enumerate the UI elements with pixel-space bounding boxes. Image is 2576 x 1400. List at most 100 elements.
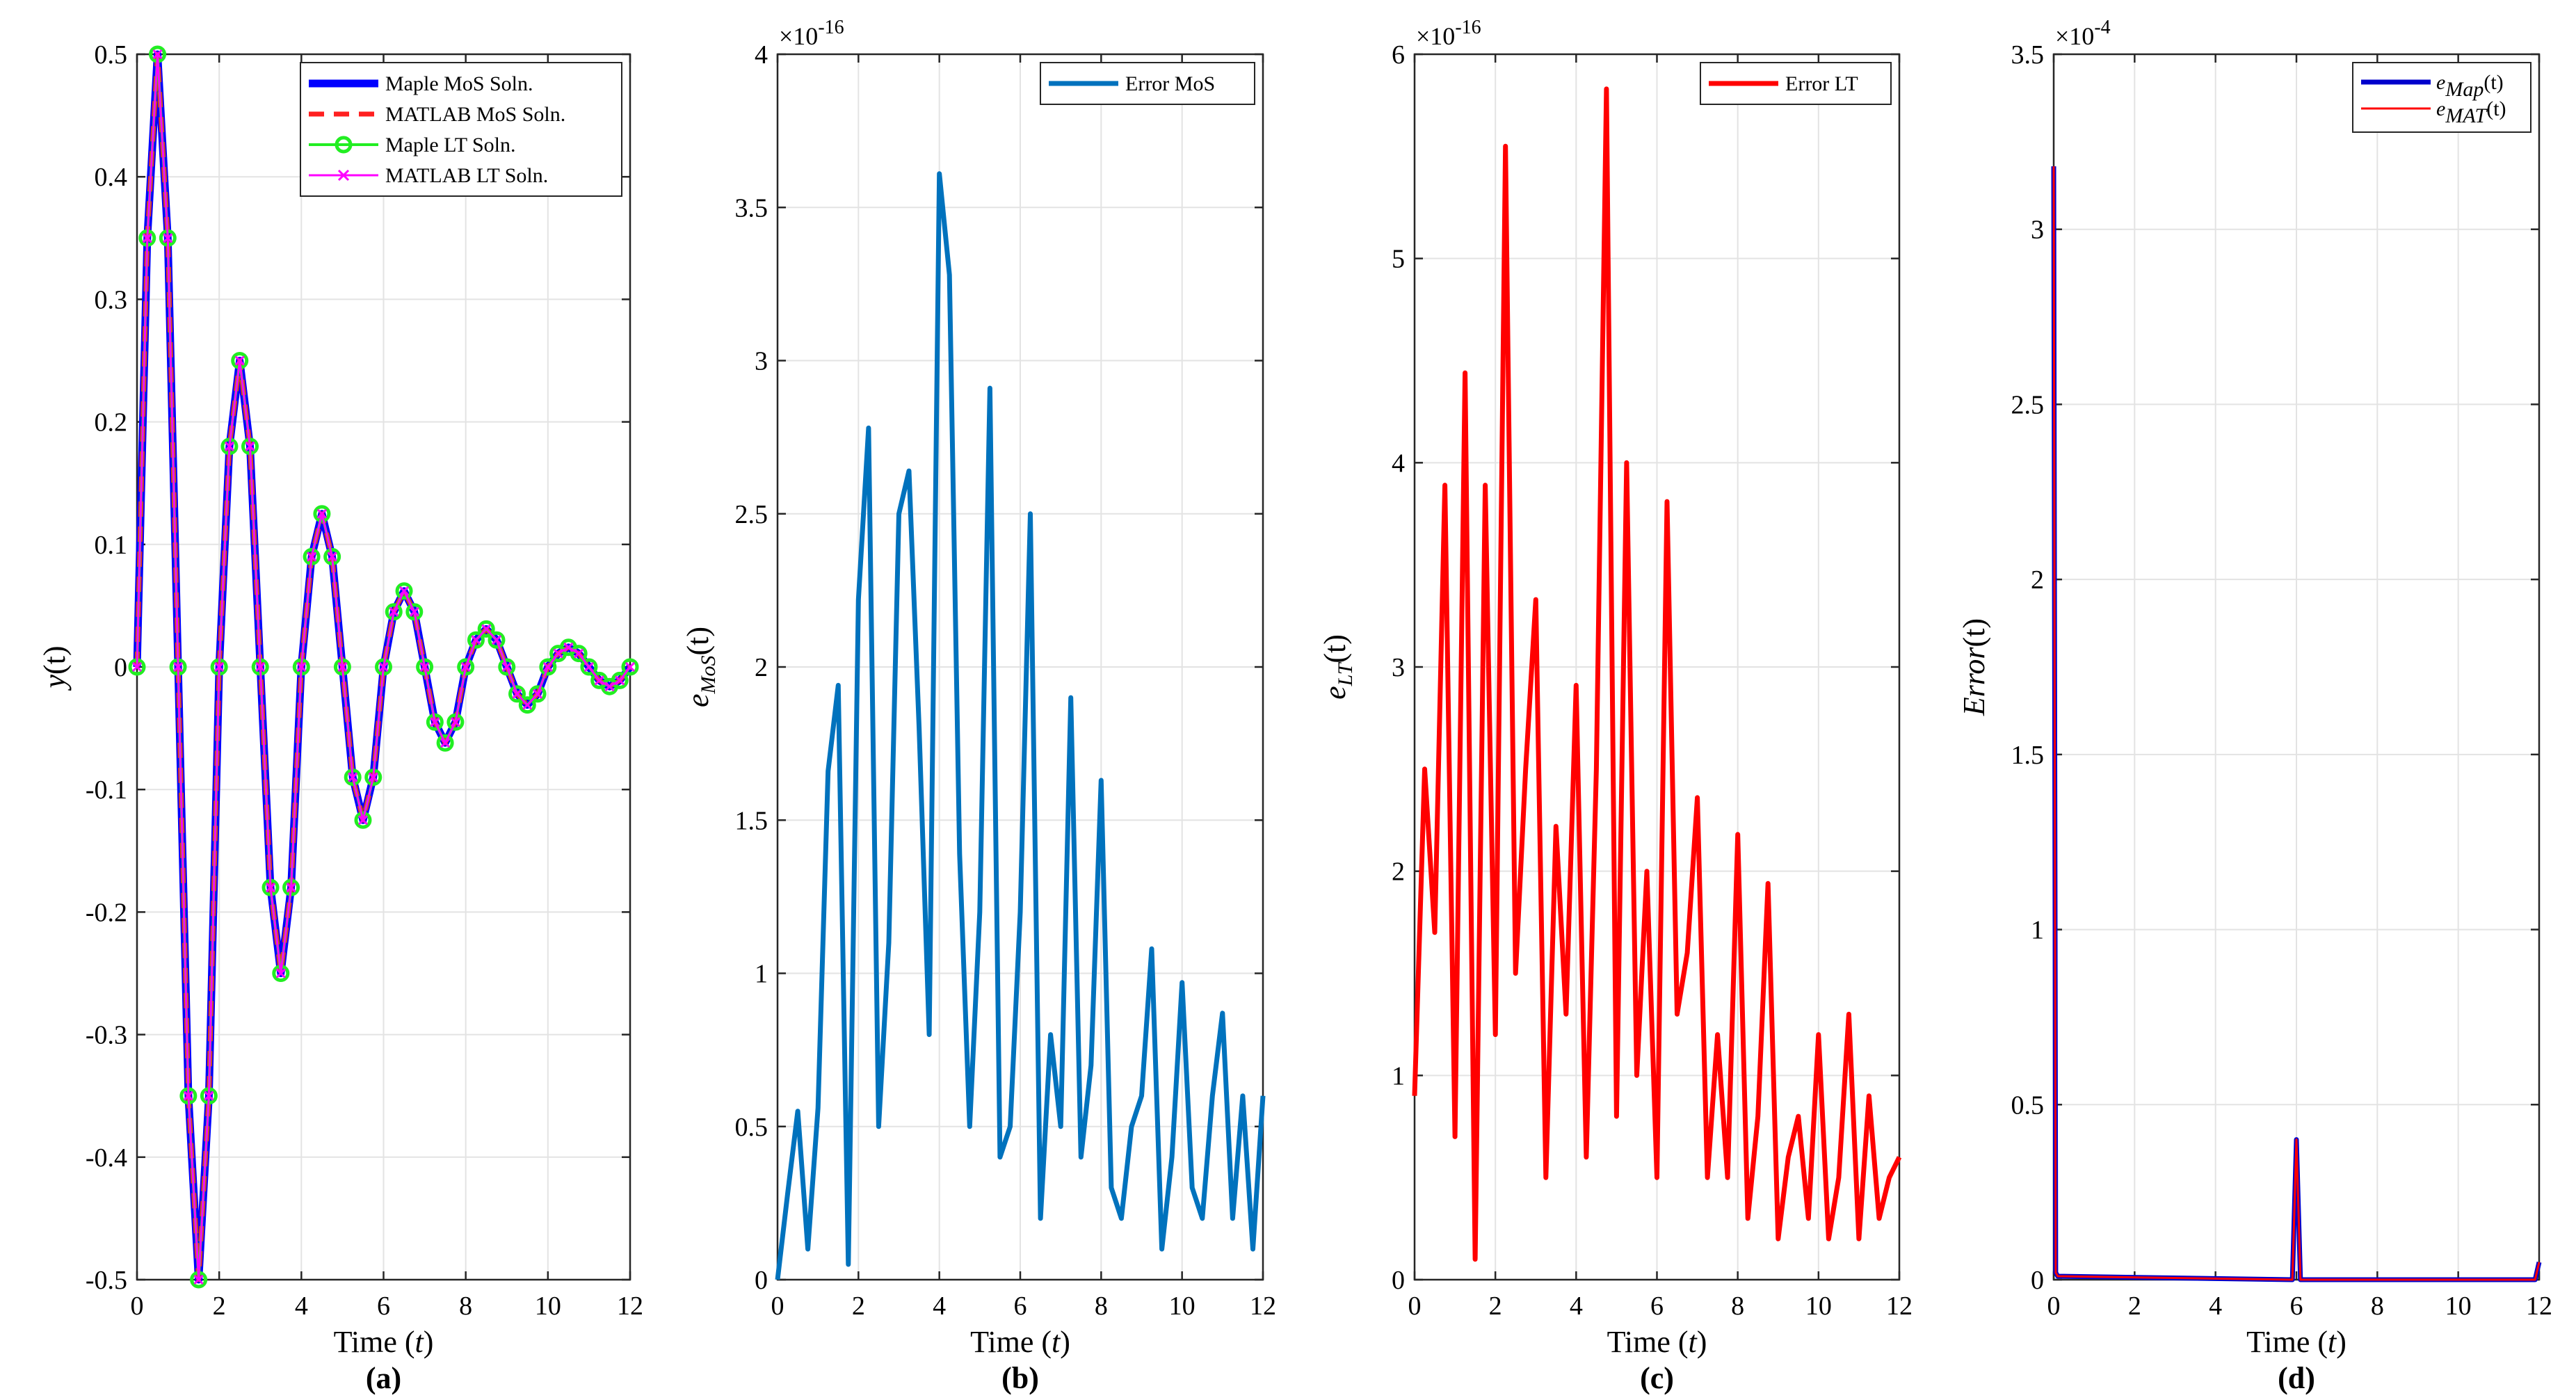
series-marker-x bbox=[533, 689, 543, 699]
x-axis-label: Time (t) bbox=[2246, 1325, 2346, 1359]
x-axis-label-text: Time ( bbox=[334, 1325, 415, 1359]
x-tick-label: 8 bbox=[459, 1292, 472, 1321]
panel-label: (b) bbox=[1001, 1361, 1039, 1395]
series-marker-x bbox=[399, 586, 410, 596]
x-axis-label-var: t bbox=[1689, 1325, 1698, 1359]
y-tick-label: 0.2 bbox=[95, 408, 128, 437]
y-tick-label: 2 bbox=[755, 653, 768, 682]
series-marker-circle bbox=[508, 685, 526, 703]
y-tick-label: 1 bbox=[755, 960, 768, 989]
y-tick-label: 0.4 bbox=[95, 163, 128, 192]
series-marker-x bbox=[234, 355, 245, 366]
axis-exponent-base: ×10 bbox=[2055, 22, 2094, 50]
x-axis-label-close: ) bbox=[2336, 1325, 2346, 1359]
y-tick-label: 2 bbox=[1392, 858, 1405, 887]
y-axis-label: Error(t) bbox=[1957, 618, 1991, 716]
legend-label-1: Error MoS bbox=[1125, 72, 1215, 95]
series-marker-circle bbox=[477, 620, 495, 638]
y-tick-label: 3.5 bbox=[735, 193, 768, 223]
x-axis-label-close: ) bbox=[1697, 1325, 1707, 1359]
series-marker-x bbox=[450, 717, 460, 727]
series-marker-x bbox=[173, 661, 184, 673]
series-marker-circle bbox=[354, 811, 372, 829]
series-marker-circle bbox=[621, 658, 639, 676]
x-tick-label: 6 bbox=[1650, 1292, 1664, 1321]
series-marker-circle bbox=[580, 658, 598, 676]
series-marker-x bbox=[368, 772, 378, 782]
x-tick-label: 4 bbox=[295, 1292, 308, 1321]
y-tick-label: 4 bbox=[755, 40, 768, 70]
x-tick-label: 2 bbox=[213, 1292, 226, 1321]
series-marker-x bbox=[286, 883, 296, 893]
series-marker-x bbox=[615, 675, 625, 686]
series-marker-x bbox=[512, 689, 522, 699]
series-marker-x bbox=[460, 661, 471, 673]
chart-panel-1: 0 2 4 6 8 10 12 -0.5 -0.4 -0.3 -0.2 -0.1 0 0.1 0.2 0.3 0… bbox=[38, 40, 643, 1395]
series-marker-circle bbox=[529, 685, 547, 703]
x-axis-label-var: t bbox=[415, 1325, 425, 1359]
y-tick-label: 0.5 bbox=[2011, 1091, 2045, 1120]
x-tick-label: 12 bbox=[1250, 1292, 1276, 1321]
legend-marker bbox=[335, 136, 353, 154]
y-tick-label: -0.5 bbox=[86, 1266, 127, 1295]
x-tick-label: 0 bbox=[771, 1292, 784, 1321]
y-tick-label: 4 bbox=[1392, 449, 1405, 478]
panel-label: (c) bbox=[1640, 1361, 1674, 1395]
x-tick-label: 2 bbox=[2128, 1292, 2141, 1321]
series-marker-x bbox=[430, 717, 440, 727]
series-marker-x bbox=[327, 552, 337, 562]
axis-exponent-base: ×10 bbox=[1416, 22, 1455, 50]
series-marker-x bbox=[553, 648, 563, 659]
axis-exponent: ×10-4 bbox=[2055, 17, 2111, 50]
x-tick-label: 12 bbox=[2526, 1292, 2552, 1321]
axis-exponent-power: -4 bbox=[2094, 17, 2110, 38]
series-marker-x bbox=[604, 682, 615, 692]
y-tick-label: 0 bbox=[1392, 1266, 1405, 1295]
legend-label-2: MATLAB MoS Soln. bbox=[385, 103, 565, 126]
legend-marker bbox=[337, 169, 350, 182]
y-axis-label-sub: LT bbox=[1334, 661, 1357, 686]
series-marker-circle bbox=[395, 582, 413, 600]
x-axis-label-text: Time ( bbox=[970, 1325, 1052, 1359]
x-tick-label: 2 bbox=[1489, 1292, 1502, 1321]
y-tick-label: 3 bbox=[755, 347, 768, 376]
series-marker-x bbox=[316, 508, 327, 519]
series-marker-x bbox=[265, 883, 276, 893]
y-tick-label: 2.5 bbox=[2011, 390, 2045, 419]
x-tick-label: 6 bbox=[2290, 1292, 2303, 1321]
legend-label-1: eMap(t) bbox=[2436, 71, 2504, 101]
x-tick-label: 6 bbox=[377, 1292, 390, 1321]
axis-exponent-power: -16 bbox=[818, 17, 844, 38]
y-tick-label: 2 bbox=[2031, 565, 2044, 595]
panel-label: (a) bbox=[366, 1361, 401, 1395]
y-tick-label: 0.3 bbox=[95, 285, 128, 314]
y-axis-label: y(t) bbox=[38, 645, 72, 691]
series-marker-x bbox=[501, 661, 512, 673]
series-marker-x bbox=[163, 233, 173, 243]
legend-label-2-suffix: (t) bbox=[2486, 97, 2506, 120]
x-tick-label: 10 bbox=[535, 1292, 561, 1321]
x-tick-label: 0 bbox=[2047, 1292, 2061, 1321]
legend-label-1-suffix: (t) bbox=[2484, 71, 2503, 94]
y-tick-label: 3 bbox=[1392, 653, 1405, 682]
series-marker-x bbox=[440, 738, 451, 748]
series-marker-circle bbox=[570, 645, 588, 663]
series-marker-x bbox=[471, 635, 481, 645]
x-tick-label: 0 bbox=[131, 1292, 144, 1321]
legend-label-2-base: e bbox=[2436, 97, 2445, 120]
series-marker-x bbox=[245, 441, 255, 451]
chart-panel-4: 0 2 4 6 8 10 1200.511.522.533.5×10-4eMap(t)eMA… bbox=[1957, 17, 2552, 1395]
y-tick-label: 1 bbox=[1392, 1061, 1405, 1091]
series-marker-x bbox=[204, 1091, 214, 1101]
series-marker-x bbox=[409, 606, 419, 617]
x-tick-label: 10 bbox=[2445, 1292, 2472, 1321]
y-tick-label: 0 bbox=[114, 653, 127, 682]
legend-label-2-sub: MAT bbox=[2445, 104, 2488, 127]
series-marker-x bbox=[193, 1274, 204, 1285]
x-tick-label: 8 bbox=[1095, 1292, 1108, 1321]
x-axis-label: Time (t) bbox=[334, 1325, 434, 1359]
x-axis-label-var: t bbox=[2328, 1325, 2337, 1359]
series-marker-circle bbox=[518, 696, 536, 714]
x-tick-label: 12 bbox=[1886, 1292, 1913, 1321]
series-marker-x bbox=[481, 624, 492, 634]
